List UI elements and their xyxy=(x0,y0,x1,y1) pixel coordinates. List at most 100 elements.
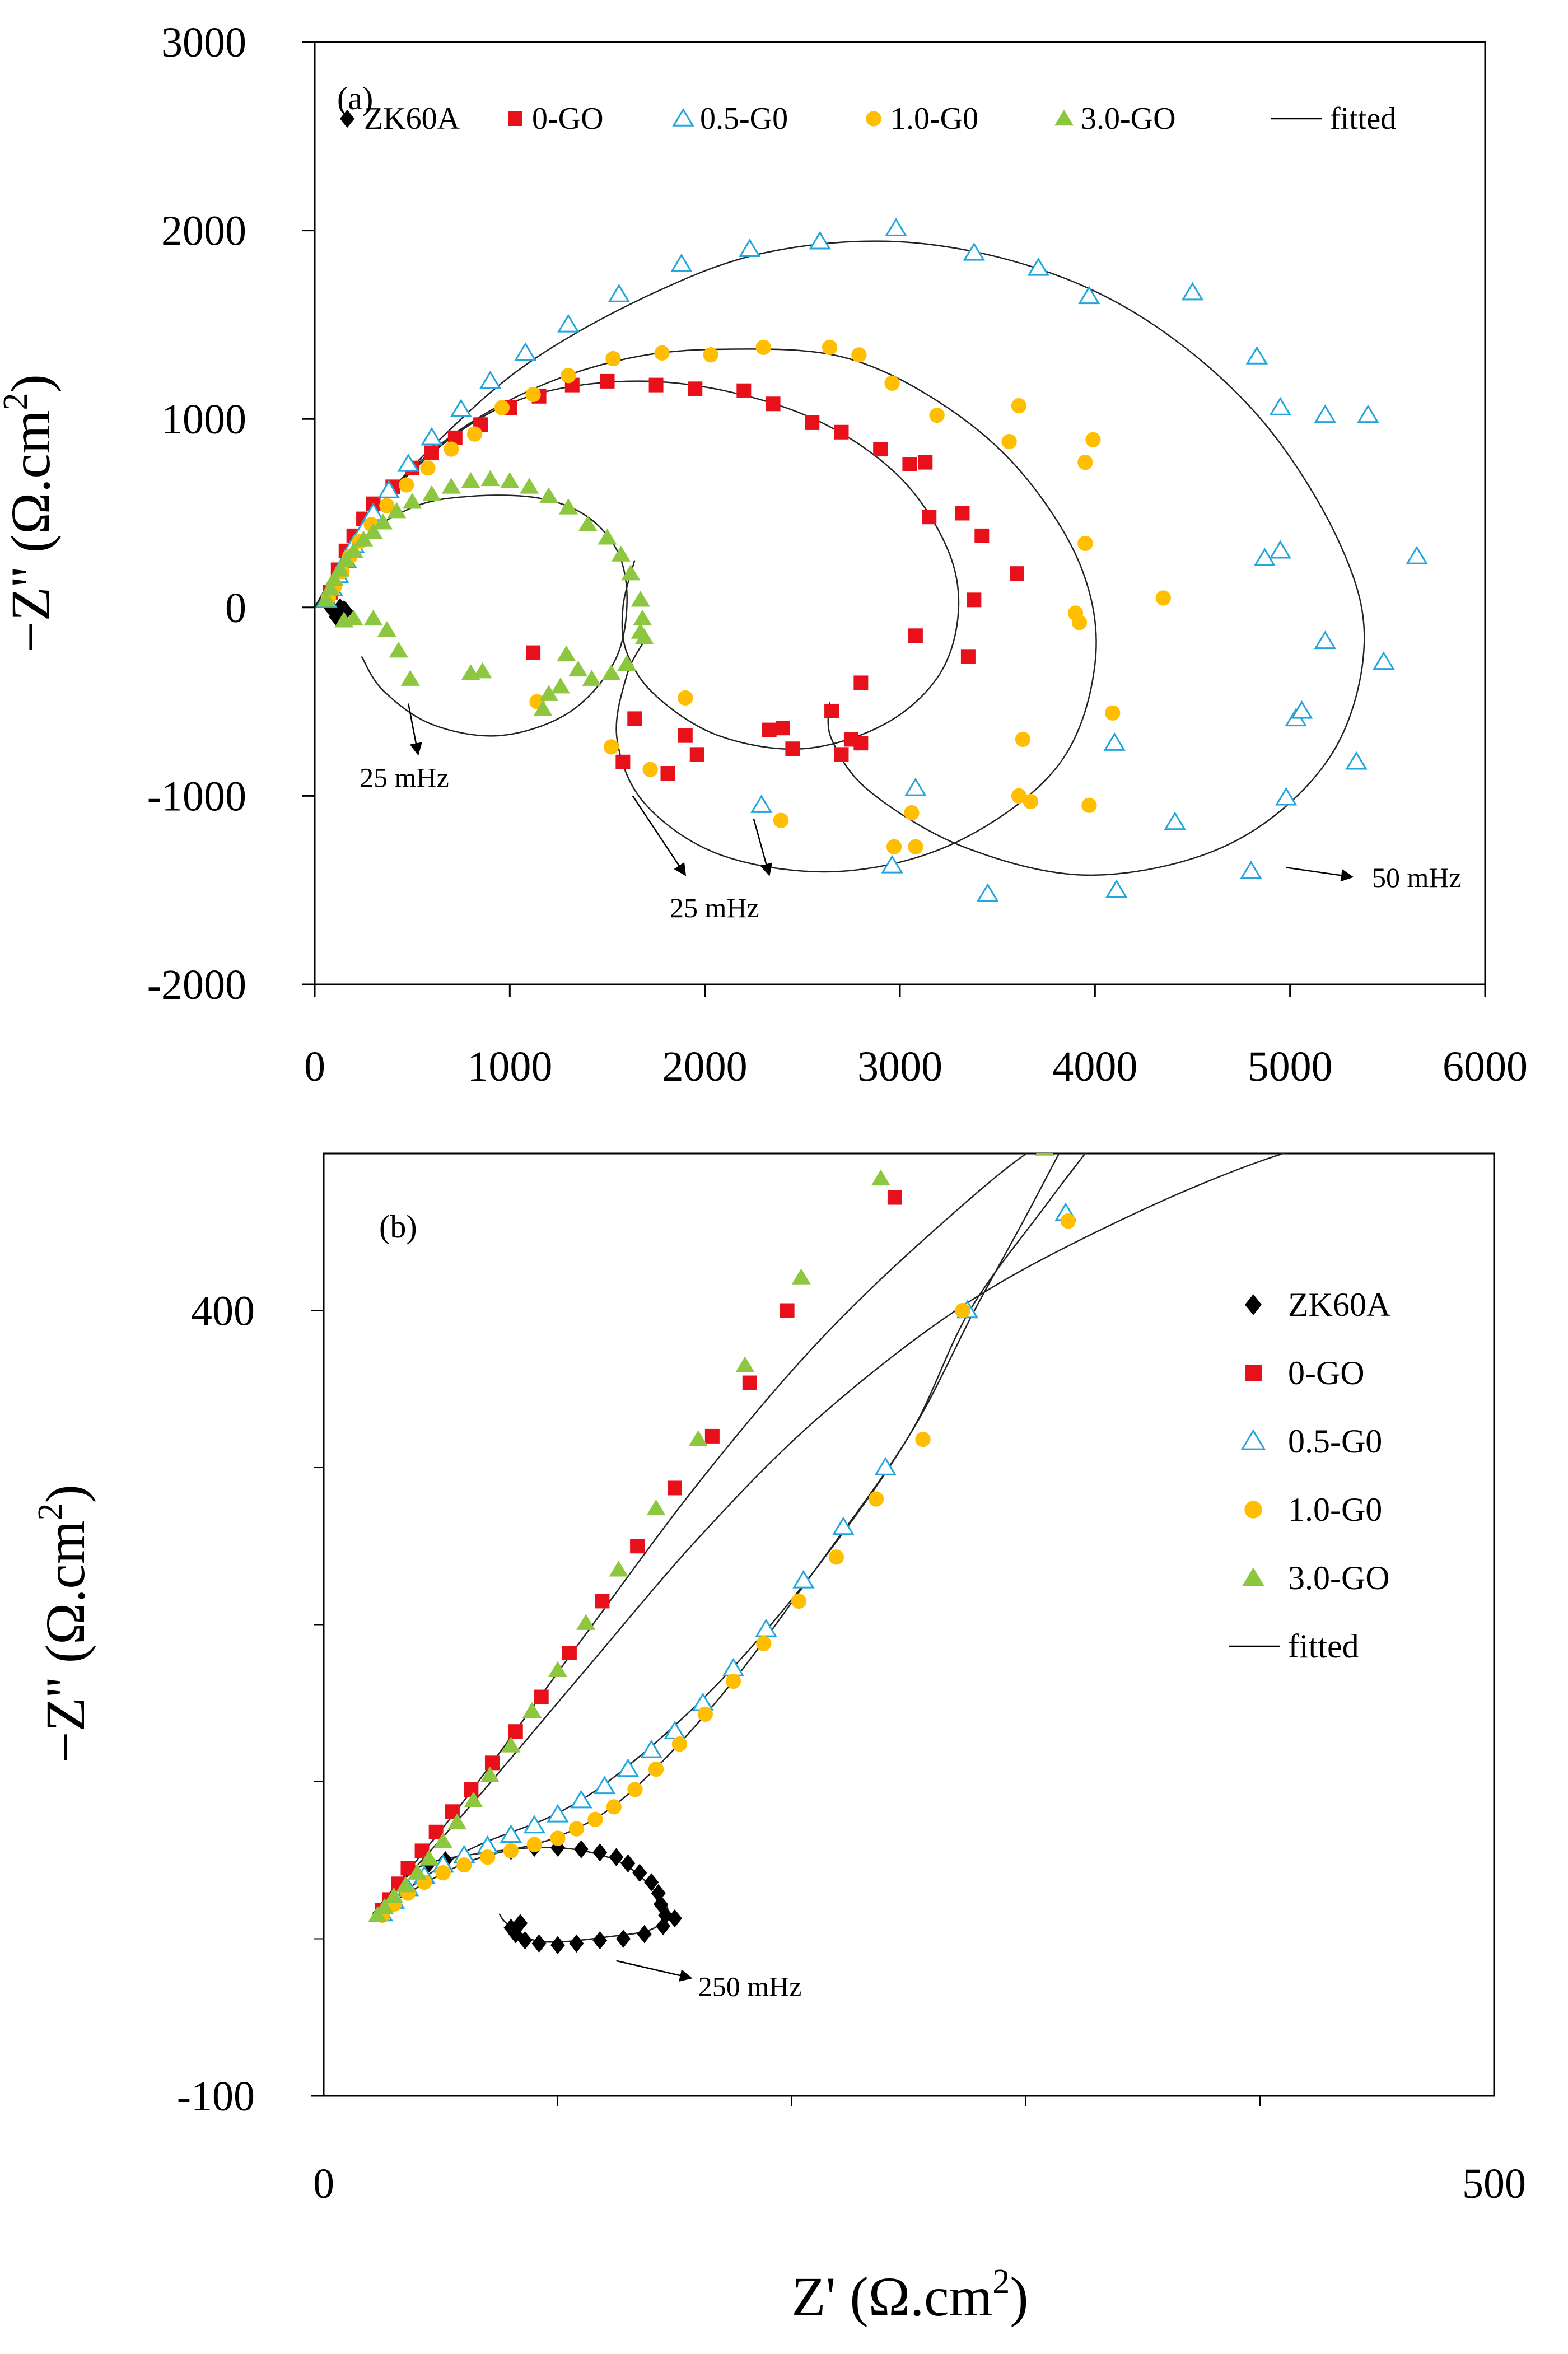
legend-label-1-0-g0: 1.0-G0 xyxy=(890,101,978,136)
point-3-0-go xyxy=(520,478,539,494)
point-zk60a xyxy=(609,1848,624,1866)
panel-a-legend: ZK60A 0-GO 0.5-G0 1.0-G0 3.0-GO fitted xyxy=(340,101,1396,136)
point-0-5-g0 xyxy=(593,1776,616,1795)
panel-a-ylabel-main: −Z'' (Ω.cm xyxy=(0,410,62,653)
legend-item-0-5-g0: 0.5-G0 xyxy=(1240,1423,1382,1460)
point-0-go xyxy=(688,381,703,396)
point-0-go xyxy=(780,1303,795,1318)
point-0-go xyxy=(834,424,849,440)
panel-b-xlabel-sup: 2 xyxy=(992,2263,1010,2301)
point-0-go xyxy=(824,703,839,718)
point-0-5-g0 xyxy=(1253,548,1276,566)
point-3-0-go xyxy=(558,498,578,515)
point-1-0-g0 xyxy=(955,1302,970,1319)
point-3-0-go xyxy=(336,551,356,567)
legend-item-3-0-go: 3.0-GO xyxy=(1054,101,1176,136)
point-1-0-g0 xyxy=(1060,1213,1076,1229)
annotation-arrow xyxy=(632,795,687,876)
legend-item-fitted: fitted xyxy=(1271,101,1396,136)
legend-item-0-go: 0-GO xyxy=(508,101,604,136)
panel-a-plot-area xyxy=(314,41,1486,985)
point-0-5-g0 xyxy=(1314,630,1337,650)
point-3-0-go xyxy=(871,1169,890,1186)
legend-label-3-0-go: 3.0-GO xyxy=(1081,101,1176,136)
x-tick-label: 6000 xyxy=(1443,1043,1528,1090)
point-0-5-g0 xyxy=(1269,396,1291,415)
point-3-0-go xyxy=(548,1661,568,1678)
point-0-5-g0 xyxy=(397,453,419,472)
point-1-0-g0 xyxy=(627,1782,643,1797)
series-3-0-go xyxy=(368,1153,1054,1922)
legend-marker-zk60a xyxy=(1245,1294,1262,1315)
point-3-0-go xyxy=(408,1863,427,1880)
point-0-5-g0 xyxy=(1373,651,1395,670)
y-tick-label: 2000 xyxy=(161,208,246,255)
point-3-0-go xyxy=(400,670,420,686)
point-1-0-g0 xyxy=(503,1843,519,1859)
point-0-5-g0 xyxy=(557,314,580,333)
legend-label-zk60a: ZK60A xyxy=(364,101,460,136)
point-0-go xyxy=(742,1375,757,1390)
point-0-5-g0 xyxy=(792,1570,815,1589)
point-1-0-g0 xyxy=(420,460,436,476)
point-zk60a xyxy=(668,1909,682,1928)
frequency-annotation: 25 mHz xyxy=(670,892,759,923)
point-0-5-g0 xyxy=(479,370,502,389)
point-3-0-go xyxy=(631,591,650,607)
point-1-0-g0 xyxy=(568,1821,585,1837)
fit-0.5-G0-curve xyxy=(315,240,1365,876)
point-3-0-go xyxy=(396,1876,416,1893)
point-3-0-go xyxy=(375,1898,394,1914)
point-zk60a xyxy=(616,1930,631,1948)
point-3-0-go xyxy=(634,628,654,644)
point-1-0-g0 xyxy=(908,839,923,854)
y-tick-label: 400 xyxy=(191,1288,255,1335)
point-1-0-g0 xyxy=(1015,731,1031,748)
point-0-go xyxy=(704,1428,720,1444)
point-0-go xyxy=(600,373,615,389)
point-0-5-g0 xyxy=(500,1824,522,1843)
point-1-0-g0 xyxy=(822,339,838,355)
point-3-0-go xyxy=(735,1356,755,1372)
point-zk60a xyxy=(573,1840,589,1858)
panel-b-legend: ZK60A 0-GO 0.5-G0 1.0-G0 3.0-GO fitted xyxy=(1229,1286,1390,1665)
point-0-go xyxy=(595,1594,610,1609)
point-1-0-g0 xyxy=(1085,432,1101,447)
point-1-0-g0 xyxy=(435,1865,451,1881)
x-tick-label: 0 xyxy=(313,2160,334,2207)
legend-label-zk60a: ZK60A xyxy=(1288,1286,1390,1323)
legend-label-0-5-g0: 0.5-G0 xyxy=(700,101,788,136)
point-3-0-go xyxy=(578,515,598,531)
point-1-0-g0 xyxy=(642,762,658,777)
point-0-go xyxy=(785,741,800,756)
legend-label-0-go: 0-GO xyxy=(1288,1355,1365,1391)
point-3-0-go xyxy=(609,1561,628,1577)
point-1-0-g0 xyxy=(494,400,510,415)
point-0-go xyxy=(484,1755,500,1771)
point-0-go xyxy=(853,675,869,690)
fit-3.0-GO-curve xyxy=(372,1153,1028,1914)
point-0-5-g0 xyxy=(809,231,831,250)
point-zk60a xyxy=(531,1934,547,1953)
legend-marker-1-0-g0 xyxy=(1244,1501,1262,1519)
point-0-5-g0 xyxy=(523,1815,545,1834)
point-0-go xyxy=(853,736,869,751)
point-0-5-g0 xyxy=(885,218,907,236)
panel-a-ylabel: −Z'' (Ω.cm2) xyxy=(0,374,62,653)
point-1-0-g0 xyxy=(884,375,900,391)
point-3-0-go xyxy=(539,685,559,701)
point-0-go xyxy=(424,445,439,460)
point-1-0-g0 xyxy=(379,498,395,513)
point-1-0-g0 xyxy=(1011,788,1027,804)
panel-b-xlabel-main: Z' (Ω.cm xyxy=(791,2266,992,2328)
point-1-0-g0 xyxy=(1081,797,1097,813)
point-0-5-g0 xyxy=(977,883,999,902)
panel-a-ticks: 0 1000 2000 3000 4000 5000 6000 -2000 -1000 0 1000… xyxy=(147,19,1528,1090)
point-1-0-g0 xyxy=(456,1857,472,1873)
point-1-0-g0 xyxy=(791,1593,807,1609)
y-tick-label: -2000 xyxy=(147,961,246,1008)
point-0-go xyxy=(908,628,923,643)
point-zk60a xyxy=(550,1936,565,1954)
point-0-go xyxy=(960,649,976,664)
point-1-0-g0 xyxy=(756,1636,772,1651)
